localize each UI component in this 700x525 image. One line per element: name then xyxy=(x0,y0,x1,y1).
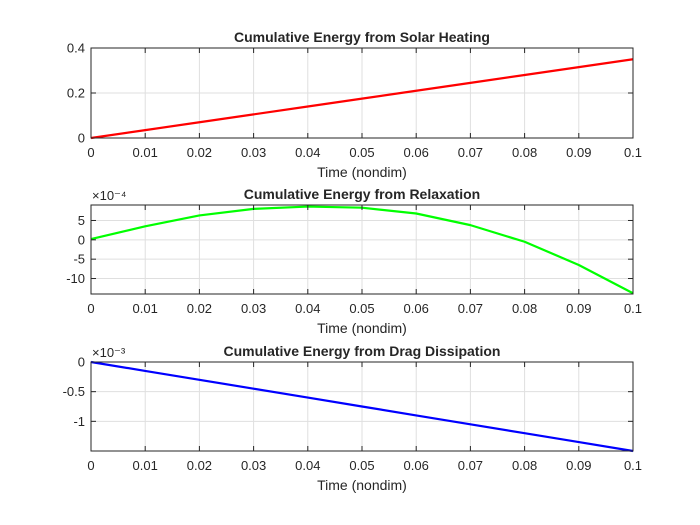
x-tick-label: 0.06 xyxy=(404,145,429,160)
x-tick-label: 0.01 xyxy=(133,458,158,473)
x-tick-label: 0.02 xyxy=(187,145,212,160)
x-tick-label: 0.03 xyxy=(241,145,266,160)
y-tick-label: 0.4 xyxy=(67,41,85,56)
y-tick-label: 0 xyxy=(78,355,85,370)
x-tick-label: 0.09 xyxy=(566,145,591,160)
subplot-1: 0 0.01 0.02 0.03 0.04 0.05 0.06 0.07 0.08 0.09 0.1… xyxy=(67,29,642,180)
x-tick-label: 0.1 xyxy=(624,458,642,473)
x-tick-label: 0.07 xyxy=(458,458,483,473)
x-tick-label: 0.05 xyxy=(349,301,374,316)
series-line xyxy=(90,360,634,453)
x-tick-label: 0.08 xyxy=(512,145,537,160)
x-tick-label: 0.04 xyxy=(295,458,320,473)
x-tick-label: 0.04 xyxy=(295,301,320,316)
x-tick-label: 0 xyxy=(87,301,94,316)
y-tick-label: 5 xyxy=(78,213,85,228)
series-line xyxy=(90,58,634,140)
x-tick-label: 0.03 xyxy=(241,458,266,473)
subplot-title: Cumulative Energy from Solar Heating xyxy=(234,29,490,45)
y-tick-label: 0 xyxy=(78,232,85,247)
x-axis-label: Time (nondim) xyxy=(317,164,407,180)
x-tick-label: 0.08 xyxy=(512,301,537,316)
x-tick-label: 0.06 xyxy=(404,458,429,473)
subplot-2: 0 0.01 0.02 0.03 0.04 0.05 0.06 0.07 0.08 0.09 0.1… xyxy=(66,186,642,336)
x-axis-label: Time (nondim) xyxy=(317,477,407,493)
x-tick-label: 0.01 xyxy=(133,301,158,316)
y-tick-label: -0.5 xyxy=(63,384,85,399)
y-tick-label: 0 xyxy=(78,131,85,146)
x-tick-label: 0.07 xyxy=(458,301,483,316)
subplot-title: Cumulative Energy from Relaxation xyxy=(244,186,481,202)
x-tick-label: 0.1 xyxy=(624,145,642,160)
x-tick-label: 0.05 xyxy=(349,145,374,160)
x-tick-label: 0 xyxy=(87,145,94,160)
y-tick-label: -10 xyxy=(66,271,85,286)
x-tick-label: 0.04 xyxy=(295,145,320,160)
x-tick-label: 0.01 xyxy=(133,145,158,160)
x-tick-label: 0.02 xyxy=(187,301,212,316)
x-tick-label: 0 xyxy=(87,458,94,473)
y-tick-label: 0.2 xyxy=(67,86,85,101)
x-tick-label: 0.1 xyxy=(624,301,642,316)
x-tick-label: 0.03 xyxy=(241,301,266,316)
x-tick-label: 0.06 xyxy=(404,301,429,316)
y-exponent-label: ×10⁻⁴ xyxy=(92,188,127,203)
x-tick-label: 0.07 xyxy=(458,145,483,160)
x-tick-label: 0.09 xyxy=(566,458,591,473)
y-tick-label: -1 xyxy=(73,414,85,429)
subplot-3: 0 0.01 0.02 0.03 0.04 0.05 0.06 0.07 0.08 0.09 0.1… xyxy=(63,343,642,493)
x-axis-label: Time (nondim) xyxy=(317,320,407,336)
subplot-title: Cumulative Energy from Drag Dissipation xyxy=(224,343,501,359)
y-exponent-label: ×10⁻³ xyxy=(92,345,126,360)
x-tick-label: 0.09 xyxy=(566,301,591,316)
x-tick-label: 0.08 xyxy=(512,458,537,473)
x-tick-label: 0.02 xyxy=(187,458,212,473)
x-tick-label: 0.05 xyxy=(349,458,374,473)
y-tick-label: -5 xyxy=(73,252,85,267)
